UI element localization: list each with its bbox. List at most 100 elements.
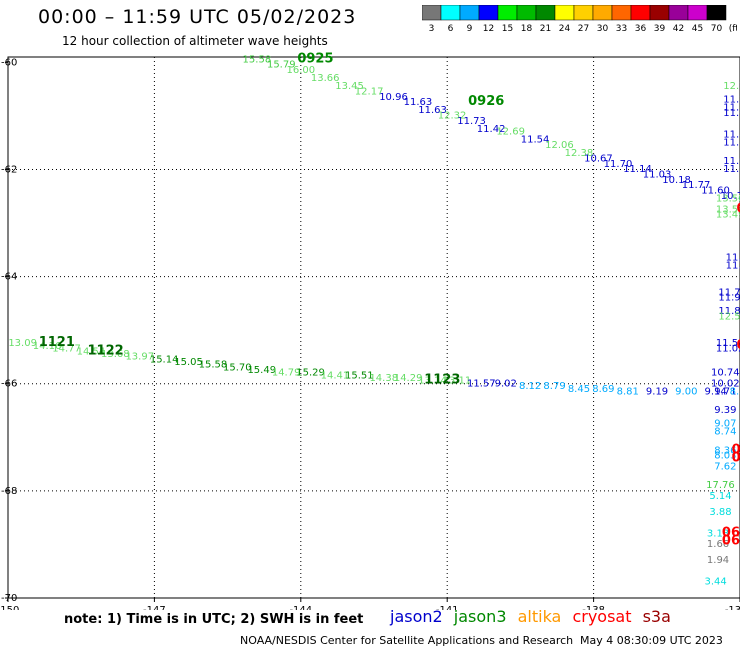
wave-height-label: 11.72 <box>723 164 740 175</box>
wave-height-label: 11.63 <box>404 97 433 108</box>
lat-tick-label: -60 <box>1 57 17 68</box>
colorbar-label: 9 <box>467 24 473 34</box>
wave-height-label: 11.42 <box>477 124 506 135</box>
wave-height-label: 11.96 <box>718 293 740 304</box>
wave-height-label: 15.79 <box>267 60 296 71</box>
lat-tick-label: -70 <box>1 593 17 604</box>
wave-height-label: 9.19 <box>646 386 668 397</box>
pass-time-label: 0616 <box>737 201 740 216</box>
wave-height-label: 14.79 <box>272 368 301 379</box>
legend-cryosat: cryosat <box>572 607 632 626</box>
wave-height-label: 11.03 <box>643 170 672 181</box>
wave-height-label: 8.79 <box>543 381 565 392</box>
wave-height-label: 9.39 <box>714 405 736 416</box>
wave-height-label: 9.02 <box>495 378 517 389</box>
colorbar-label: 12 <box>483 24 494 34</box>
wave-height-label: 14.29 <box>394 373 423 384</box>
lat-tick-label: -66 <box>1 379 17 390</box>
pass-time-label: 0617 <box>732 442 740 457</box>
pass-time-label: 1121 <box>39 335 75 350</box>
legend-s3a: s3a <box>642 607 671 626</box>
wave-height-label: 11.84 <box>723 129 740 140</box>
wave-height-label: 9.71 <box>714 386 736 397</box>
wave-height-label: 14.54 <box>77 346 106 357</box>
pass-time-label: 1123 <box>424 373 460 388</box>
lat-tick-label: -68 <box>1 486 17 497</box>
generated-timestamp: May 4 08:30:09 UTC 2023 <box>580 634 723 647</box>
wave-height-label: 7.62 <box>714 461 736 472</box>
wave-height-label: 10.02 <box>711 378 740 389</box>
wave-height-label: 1.66 <box>707 539 729 550</box>
wave-height-label: 12.32 <box>438 111 467 122</box>
wave-height-label: 12.06 <box>545 140 574 151</box>
colorbar-label: 15 <box>502 24 513 34</box>
wave-height-label: 15.14 <box>150 354 179 365</box>
page-title: 00:00 – 11:59 UTC 05/02/2023 <box>38 6 357 28</box>
wave-height-label: 15.49 <box>247 365 276 376</box>
colorbar-label: 21 <box>540 24 551 34</box>
wave-height-label: 12.69 <box>496 127 525 138</box>
wave-height-label: 13.59 <box>716 204 740 215</box>
wave-height-label: 1.94 <box>707 555 729 566</box>
wave-height-label: 13.14 <box>418 376 447 387</box>
wave-height-label: 15.58 <box>243 54 272 65</box>
colorbar-label: 3 <box>429 24 435 34</box>
wave-height-label: 11.66 <box>723 108 740 119</box>
wave-height-label: 3.44 <box>704 577 726 588</box>
wave-height-label: 13.49 <box>716 210 740 221</box>
footer-note: note: 1) Time is in UTC; 2) SWH is in fe… <box>64 612 364 627</box>
lon-tick-label: -138 <box>582 605 605 610</box>
wave-height-label: 11.73 <box>457 116 486 127</box>
lon-tick-label: -144 <box>289 605 312 610</box>
colorbar-label: 33 <box>616 24 627 34</box>
plot-frame <box>7 56 740 599</box>
wave-height-label: 11.29 <box>723 95 740 106</box>
wave-height-label: 13.68 <box>101 349 130 360</box>
wave-height-label: 15.70 <box>223 362 252 373</box>
credit-line: NOAA/NESDIS Center for Satellite Applica… <box>240 634 574 647</box>
wave-height-label: 16.00 <box>286 65 315 76</box>
colorbar-label: 30 <box>597 24 609 34</box>
lat-tick-label: -64 <box>1 272 17 283</box>
wave-height-label: 8.69 <box>592 384 614 395</box>
wave-height-label: 10.78 <box>721 191 740 202</box>
pass-time-label: 0618 <box>722 533 740 548</box>
wave-height-label: 13.66 <box>311 73 340 84</box>
colorbar-label: 42 <box>673 24 684 34</box>
wave-height-label: 11.77 <box>682 180 711 191</box>
wave-height-label: 11.63 <box>418 105 447 116</box>
wave-height-label: 11.38 <box>723 137 740 148</box>
wave-height-label: 5.14 <box>709 491 731 502</box>
colorbar-label: 39 <box>654 24 666 34</box>
wave-height-label: 13.09 <box>8 338 37 349</box>
wave-height-label: 9.00 <box>675 386 697 397</box>
colorbar-label: 45 <box>692 24 703 34</box>
wave-height-label: 3.88 <box>709 507 731 518</box>
wave-height-label: 10.74 <box>711 368 740 379</box>
lon-tick-label: -147 <box>143 605 166 610</box>
wave-height-label: 11.36 <box>723 103 740 114</box>
satellite-legend: jason2 jason3 altika cryosat s3a <box>390 607 677 626</box>
wave-height-label: 14.41 <box>321 370 350 381</box>
wave-height-label: 11.14 <box>623 164 652 175</box>
wave-height-label: 12.76 <box>723 81 740 92</box>
colorbar-label: 27 <box>578 24 589 34</box>
wave-height-label: 8.45 <box>568 384 590 395</box>
wave-height-label: 10.96 <box>379 92 408 103</box>
wave-height-label: 9.07 <box>714 419 736 430</box>
wave-height-label: 13.45 <box>335 81 364 92</box>
page-subtitle: 12 hour collection of altimeter wave hei… <box>62 34 328 48</box>
wave-height-label: 11.57 <box>467 378 496 389</box>
colorbar-label: 24 <box>559 24 571 34</box>
pass-time-label: 0617 <box>732 450 740 465</box>
wave-height-label: 14.38 <box>369 373 398 384</box>
wave-height-label: 14.16 <box>33 341 62 352</box>
wave-height-label: 17.76 <box>706 480 735 491</box>
pass-time-label: 1122 <box>88 343 124 358</box>
wave-height-label: 14.77 <box>52 344 81 355</box>
wave-height-label: 11.78 <box>718 287 740 298</box>
pass-time-label: 0618 <box>722 525 740 540</box>
wave-height-label: 11.59 <box>716 338 740 349</box>
wave-height-label: 12.55 <box>718 311 740 322</box>
